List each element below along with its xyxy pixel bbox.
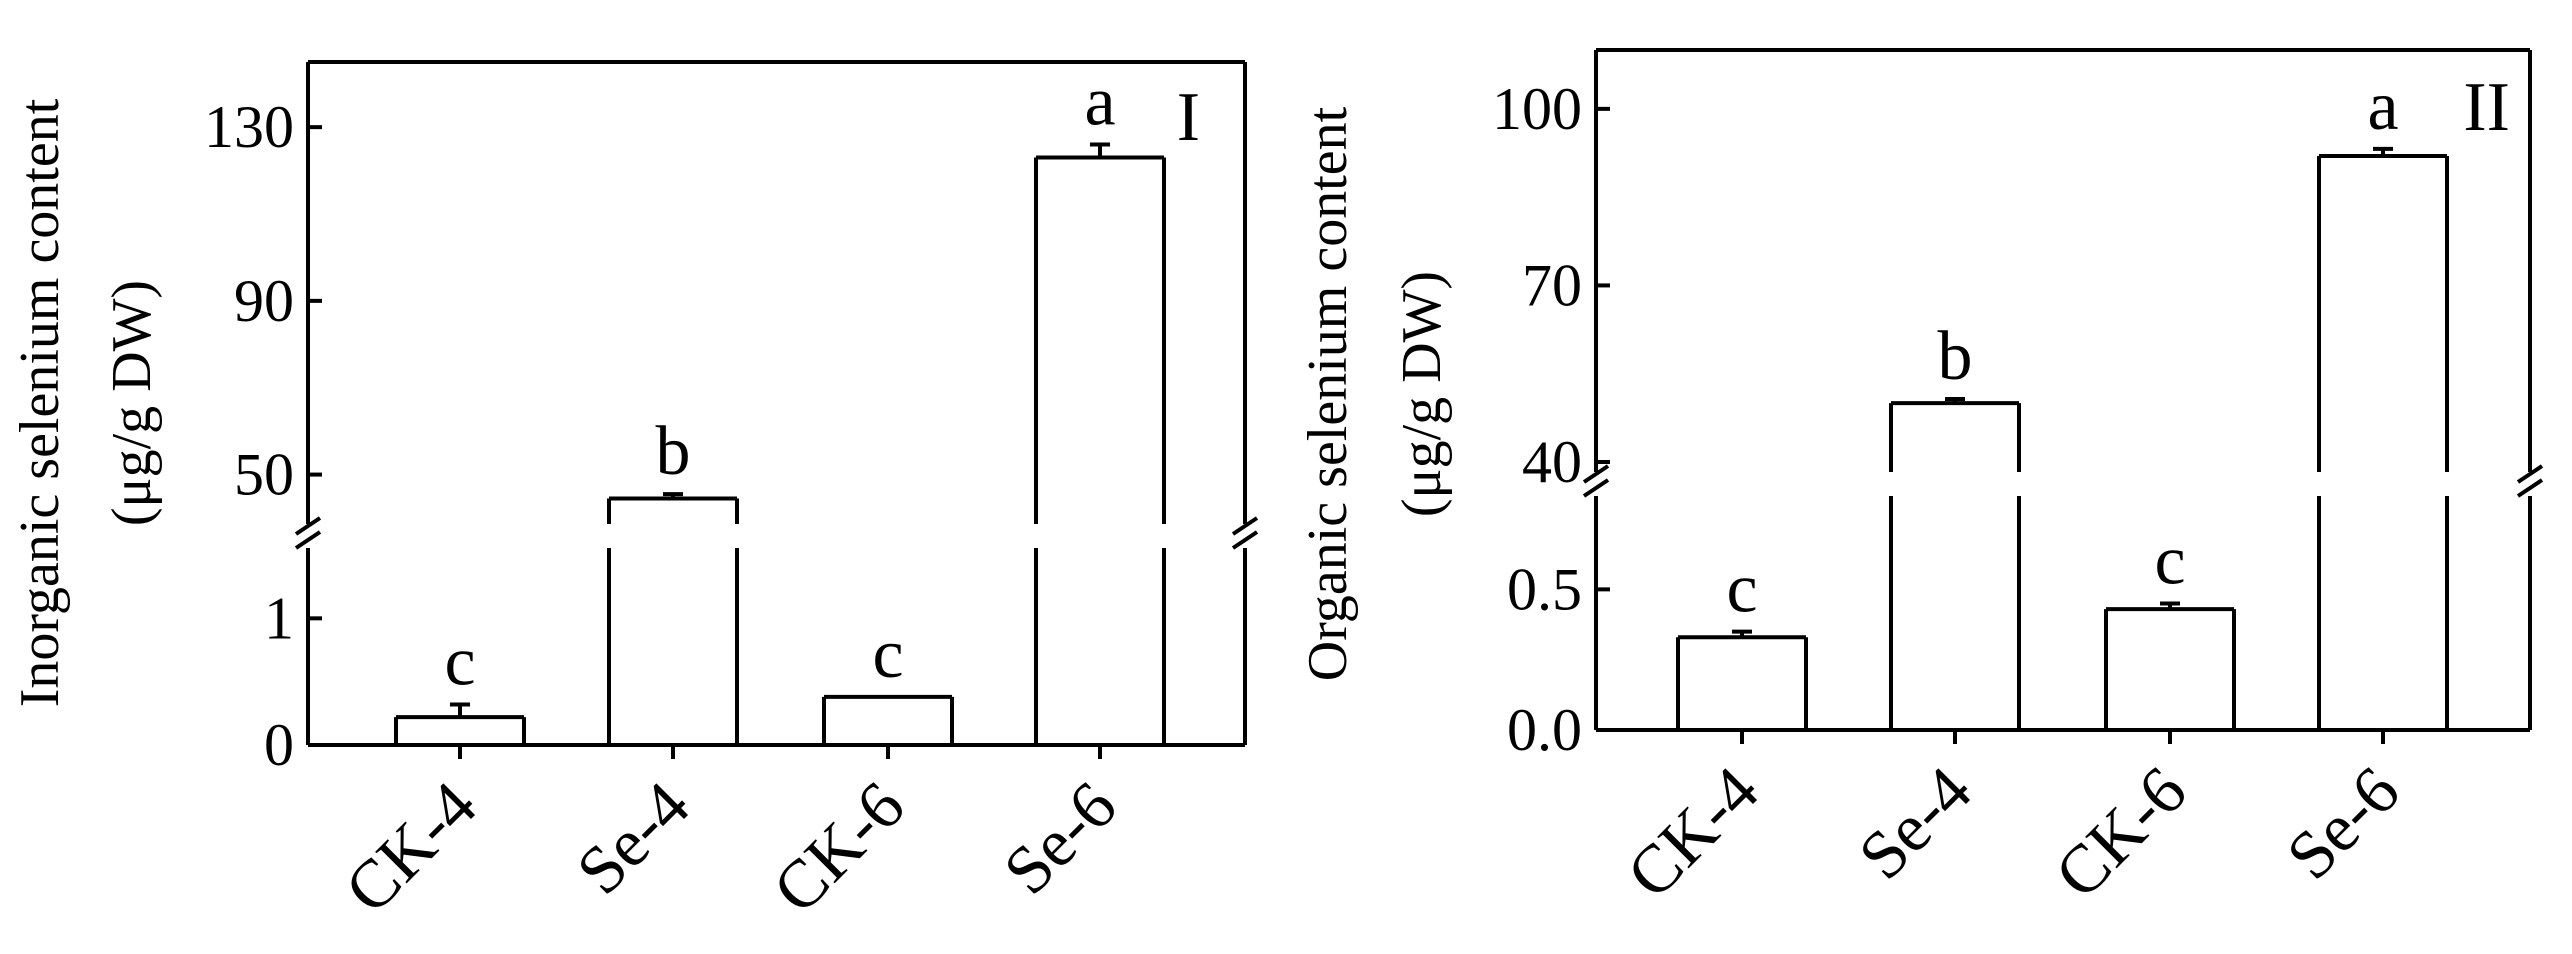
y-axis-unit-label: (μg/g DW) (101, 280, 163, 526)
axis-break-mark (2516, 464, 2544, 484)
axis-break-mark (294, 516, 322, 536)
y-tick-label: 100 (1492, 76, 1582, 142)
y-tick-label: 90 (234, 268, 294, 334)
y-tick-label: 0.5 (1507, 556, 1582, 622)
x-tick-label: Se-6 (989, 767, 1131, 909)
y-tick-label: 50 (234, 442, 294, 508)
panel-label: I (1177, 79, 1200, 156)
significance-label: c (444, 623, 475, 700)
x-tick-label: Se-6 (2272, 752, 2414, 894)
bar-se-6 (2317, 146, 2449, 730)
significance-label: c (2154, 522, 2185, 599)
y-tick-label: 40 (1522, 429, 1582, 495)
bar-se-4 (1889, 397, 2021, 730)
significance-label: a (1084, 64, 1115, 141)
y-tick-label: 70 (1522, 252, 1582, 318)
significance-label: b (656, 413, 691, 490)
chart-panel-2: 0.0 0.5 40 70 100 Organic selenium content (μg… (1297, 48, 2544, 913)
chart-panel-1: 0 1 50 90 130 Inorganic selenium content (μg/g… (9, 60, 1259, 928)
axis-break-mark (1231, 530, 1259, 550)
x-tick-label: CK-6 (2040, 752, 2201, 913)
x-tick-label: Se-4 (562, 767, 704, 909)
y-axis-label: Inorganic selenium content (9, 98, 71, 707)
axis-break-mark (1582, 478, 1610, 498)
axis-break-mark (294, 530, 322, 550)
y-axis-label: Organic selenium content (1297, 106, 1359, 681)
x-tick-label: CK-4 (1612, 752, 1773, 913)
significance-label: c (1726, 551, 1757, 628)
bar-se-6 (1034, 142, 1166, 745)
bar-ck-6 (822, 694, 954, 745)
x-tick-label: CK-4 (330, 767, 491, 928)
significance-label: b (1938, 318, 1973, 395)
axis-break-mark (2516, 478, 2544, 498)
panel-label: II (2463, 69, 2510, 146)
x-tick-label: Se-4 (1844, 752, 1986, 894)
bar-se-4 (607, 492, 739, 745)
axis-break-mark (1582, 464, 1610, 484)
y-tick-label: 0.0 (1507, 697, 1582, 763)
y-tick-label: 130 (204, 94, 294, 160)
significance-label: c (872, 616, 903, 693)
y-tick-label: 0 (264, 712, 294, 778)
bar-ck-6 (2104, 601, 2236, 730)
bar-ck-4 (1676, 629, 1808, 730)
y-axis-unit-label: (μg/g DW) (1391, 271, 1453, 517)
y-tick-label: 1 (264, 585, 294, 651)
axis-break-mark (1231, 516, 1259, 536)
x-tick-label: CK-6 (758, 767, 919, 928)
bar-ck-4 (394, 702, 526, 745)
significance-label: a (2367, 68, 2398, 145)
